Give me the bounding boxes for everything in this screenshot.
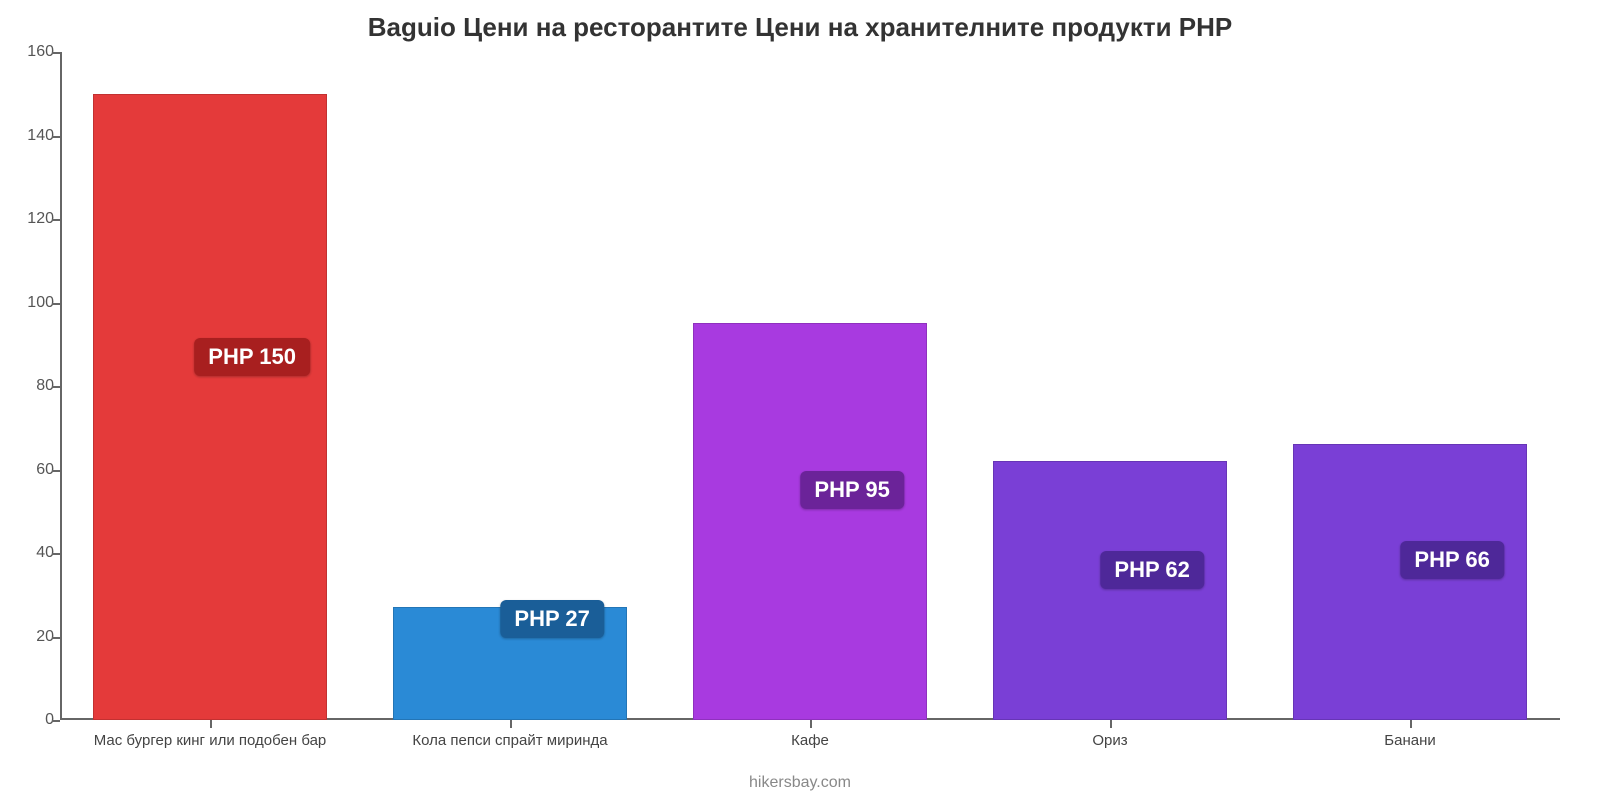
x-axis-label: Кафе: [791, 732, 829, 749]
y-tick-label: 40: [10, 544, 54, 562]
y-tick-label: 160: [10, 43, 54, 61]
plot-area: PHP 150PHP 27PHP 95PHP 62PHP 66 02040608…: [60, 52, 1560, 720]
bar: [693, 323, 927, 720]
bar-value-label: PHP 62: [1100, 551, 1203, 589]
bar: [1293, 444, 1527, 720]
y-tick-mark: [52, 386, 60, 388]
y-tick-mark: [52, 553, 60, 555]
y-tick-mark: [52, 720, 60, 722]
x-tick-mark: [810, 720, 812, 728]
y-tick-label: 140: [10, 127, 54, 145]
x-tick-mark: [510, 720, 512, 728]
y-tick-label: 120: [10, 210, 54, 228]
x-axis-label: Мас бургер кинг или подобен бар: [94, 732, 327, 749]
y-tick-label: 100: [10, 294, 54, 312]
x-tick-mark: [210, 720, 212, 728]
chart-footer: hikersbay.com: [0, 774, 1600, 792]
chart-title: Baguio Цени на ресторантите Цени на хран…: [0, 12, 1600, 43]
bar-value-label: PHP 150: [194, 338, 310, 376]
bar-value-label: PHP 66: [1400, 541, 1503, 579]
y-tick-label: 20: [10, 628, 54, 646]
y-tick-label: 60: [10, 461, 54, 479]
x-axis-label: Кола пепси спрайт миринда: [412, 732, 607, 749]
bars-layer: PHP 150 PHP 27 PHP 95 PHP 62 PHP 66: [60, 52, 1560, 720]
y-tick-label: 80: [10, 377, 54, 395]
x-axis-label: Банани: [1384, 732, 1435, 749]
x-tick-mark: [1110, 720, 1112, 728]
y-tick-mark: [52, 219, 60, 221]
bar: [93, 94, 327, 720]
chart-container: Baguio Цени на ресторантите Цени на хран…: [0, 0, 1600, 800]
y-tick-mark: [52, 470, 60, 472]
bar: [993, 461, 1227, 720]
bar-value-label: PHP 27: [500, 600, 603, 638]
y-tick-mark: [52, 136, 60, 138]
bar-value-label: PHP 95: [800, 471, 903, 509]
x-tick-mark: [1410, 720, 1412, 728]
y-tick-mark: [52, 303, 60, 305]
x-axis-label: Ориз: [1092, 732, 1127, 749]
y-tick-mark: [52, 637, 60, 639]
y-tick-mark: [52, 52, 60, 54]
y-tick-label: 0: [10, 711, 54, 729]
